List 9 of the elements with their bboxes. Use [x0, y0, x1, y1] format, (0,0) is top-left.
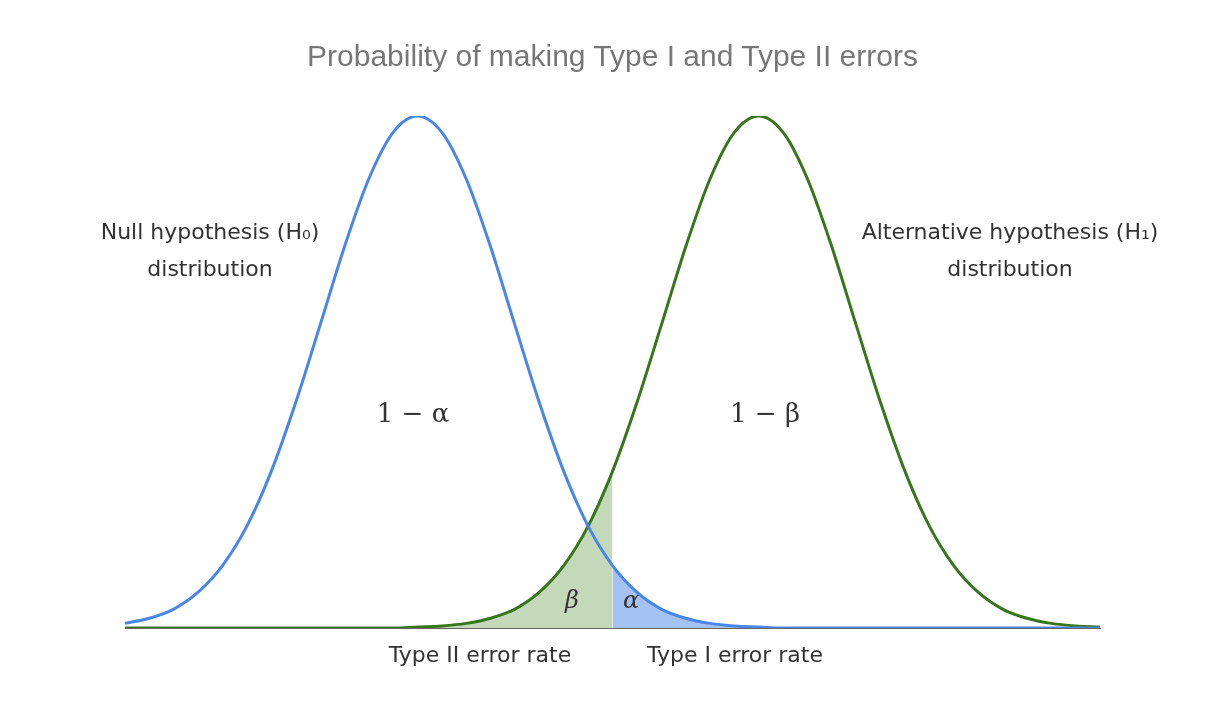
annotation: α	[622, 586, 640, 615]
text: Type I error rate	[646, 641, 823, 667]
annotation: 1 − β	[730, 397, 800, 428]
chart-title: Probability of making Type I and Type II errors	[307, 39, 918, 73]
annotation: Alternative hypothesis (H₁) distribution	[861, 218, 1159, 281]
annotation: Null hypothesis (H₀) distribution	[100, 218, 320, 281]
annotation: β	[564, 586, 579, 615]
annotation: 1 − α	[376, 397, 450, 428]
text: Type II error rate	[387, 641, 572, 667]
